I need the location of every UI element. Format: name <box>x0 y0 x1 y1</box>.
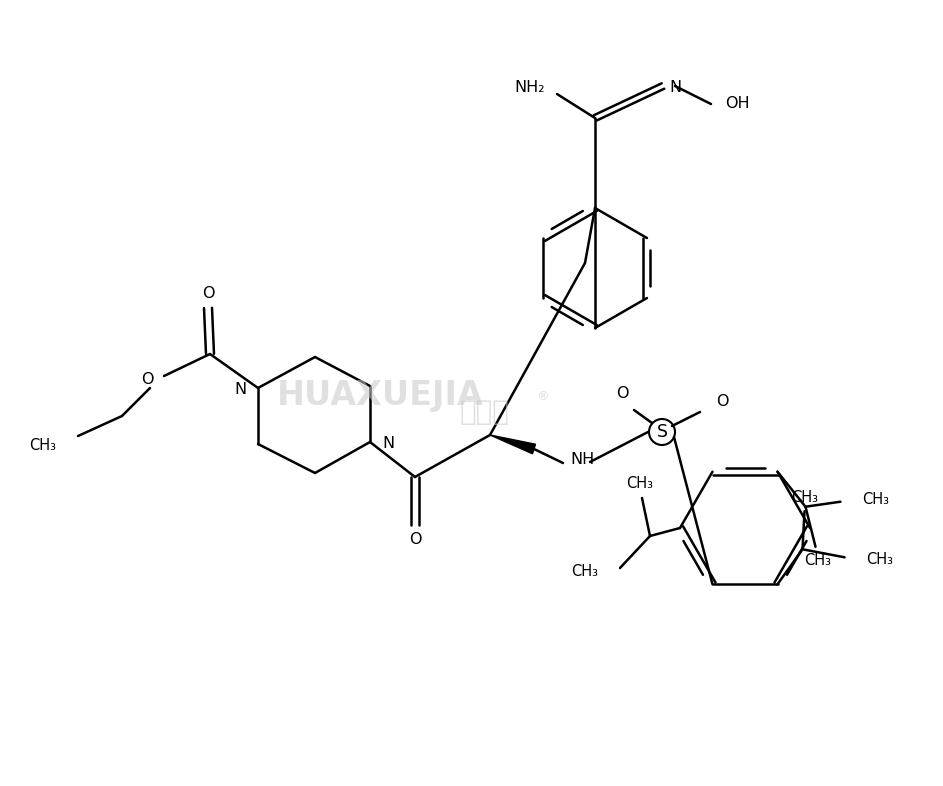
Text: 化学家: 化学家 <box>460 398 510 426</box>
Text: S: S <box>656 423 668 441</box>
Text: CH₃: CH₃ <box>29 439 56 454</box>
Text: O: O <box>616 387 628 402</box>
Text: CH₃: CH₃ <box>626 476 653 491</box>
Text: CH₃: CH₃ <box>867 552 894 567</box>
Text: HUAXUEJIA: HUAXUEJIA <box>276 379 484 412</box>
Text: ®: ® <box>536 391 548 403</box>
Text: CH₃: CH₃ <box>791 490 818 505</box>
Text: N: N <box>234 383 246 398</box>
Text: OH: OH <box>725 97 750 112</box>
Text: CH₃: CH₃ <box>863 492 889 507</box>
Text: NH₂: NH₂ <box>515 80 545 96</box>
Text: N: N <box>669 80 681 96</box>
Text: CH₃: CH₃ <box>571 564 598 579</box>
Polygon shape <box>490 435 536 454</box>
Text: N: N <box>382 436 394 451</box>
Text: O: O <box>202 287 214 302</box>
Text: NH: NH <box>570 453 594 468</box>
Text: O: O <box>716 395 729 410</box>
Text: CH₃: CH₃ <box>804 553 831 568</box>
Text: O: O <box>141 373 154 387</box>
Text: O: O <box>408 531 422 546</box>
